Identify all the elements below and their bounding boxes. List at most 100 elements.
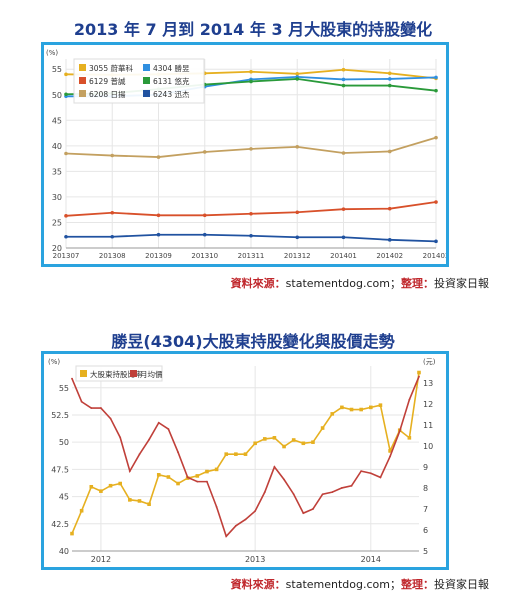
y-right-unit-label: (元) xyxy=(423,358,436,366)
data-point xyxy=(388,449,392,453)
data-point xyxy=(295,77,300,81)
y-left-tick-label: 52.5 xyxy=(51,411,69,420)
legend-label: 月均價 xyxy=(140,369,163,379)
data-point xyxy=(387,238,392,242)
y-tick-label: 30 xyxy=(52,193,62,202)
data-point xyxy=(434,200,438,204)
data-point xyxy=(128,498,132,502)
source-separator: ； xyxy=(390,578,401,591)
data-point xyxy=(272,436,277,440)
data-point xyxy=(202,213,207,218)
x-tick-label: 201402 xyxy=(376,252,403,260)
compiler-name: 投資家日報 xyxy=(434,578,489,591)
data-point xyxy=(387,149,392,154)
data-point xyxy=(99,489,103,493)
data-point xyxy=(350,484,353,487)
data-point xyxy=(320,426,325,430)
data-point xyxy=(340,405,344,410)
data-point xyxy=(249,211,253,216)
data-point xyxy=(331,491,334,494)
data-point xyxy=(387,206,392,211)
data-point xyxy=(387,77,392,81)
data-point xyxy=(110,234,115,239)
data-point xyxy=(262,437,267,441)
x-tick-label: 2012 xyxy=(91,555,111,564)
y-right-tick-label: 13 xyxy=(423,379,433,388)
y-left-tick-label: 45 xyxy=(59,493,69,502)
y-left-tick-label: 47.5 xyxy=(51,465,69,474)
data-point xyxy=(418,375,420,378)
data-point xyxy=(138,453,141,456)
data-point xyxy=(398,430,401,433)
y-right-tick-label: 6 xyxy=(423,526,428,535)
data-point xyxy=(90,407,93,409)
data-point xyxy=(291,438,296,442)
data-point xyxy=(64,151,68,156)
data-point xyxy=(157,421,160,424)
data-point xyxy=(301,441,306,446)
data-point xyxy=(186,476,189,479)
source-label: 資料來源： xyxy=(230,578,286,591)
x-tick-label: 201311 xyxy=(238,252,265,260)
data-point xyxy=(379,476,382,479)
data-point xyxy=(434,135,438,140)
data-point xyxy=(369,405,373,410)
data-point xyxy=(283,478,285,481)
data-point xyxy=(214,467,219,472)
data-point xyxy=(321,493,324,496)
data-point xyxy=(225,535,228,538)
data-point xyxy=(100,407,102,409)
data-point xyxy=(407,436,412,440)
data-point xyxy=(295,145,300,149)
source-site: statementdog.com xyxy=(285,277,390,290)
data-point xyxy=(249,69,253,74)
data-point xyxy=(249,79,253,84)
data-point xyxy=(349,407,354,412)
data-point xyxy=(176,481,180,486)
legend-swatch xyxy=(79,77,86,84)
x-tick-label: 201401 xyxy=(330,252,357,260)
legend-swatch xyxy=(130,370,137,377)
data-point xyxy=(302,512,305,515)
data-point xyxy=(64,92,68,97)
legend-swatch xyxy=(79,90,86,97)
compiler-label: 整理： xyxy=(401,578,434,591)
chart2-title: 勝昱(4304)大股東持股變化與股價走勢 xyxy=(111,332,395,351)
legend-label: 6208 日揚 xyxy=(89,89,126,99)
data-point xyxy=(254,510,257,512)
y-tick-label: 35 xyxy=(52,167,62,176)
x-tick-label: 201309 xyxy=(145,252,172,260)
data-point xyxy=(341,151,346,155)
data-point xyxy=(341,67,346,72)
y-right-tick-label: 12 xyxy=(423,400,433,409)
data-point xyxy=(234,452,238,456)
data-point xyxy=(243,452,248,456)
data-point xyxy=(109,417,112,420)
data-point xyxy=(128,470,131,473)
data-point xyxy=(167,428,170,430)
data-point xyxy=(387,83,392,88)
data-point xyxy=(110,153,115,158)
legend-swatch xyxy=(79,64,86,71)
y-tick-label: 50 xyxy=(52,91,62,100)
data-point xyxy=(196,480,199,483)
data-point xyxy=(147,502,151,507)
legend-label: 3055 蔚華科 xyxy=(89,63,133,73)
data-point xyxy=(206,480,208,483)
data-point xyxy=(64,72,68,77)
data-point xyxy=(312,508,314,510)
legend-label: 6131 悠克 xyxy=(153,76,190,86)
data-point xyxy=(389,455,391,458)
data-point xyxy=(148,438,151,441)
data-point xyxy=(295,72,300,76)
y-right-tick-label: 7 xyxy=(423,505,428,514)
data-point xyxy=(177,451,179,454)
y-tick-label: 25 xyxy=(52,218,62,227)
data-point xyxy=(202,232,207,237)
data-point xyxy=(434,75,438,80)
data-point xyxy=(292,493,295,496)
data-point xyxy=(341,83,346,88)
data-point xyxy=(202,150,207,154)
legend-swatch xyxy=(143,90,150,97)
series-line xyxy=(71,376,420,538)
